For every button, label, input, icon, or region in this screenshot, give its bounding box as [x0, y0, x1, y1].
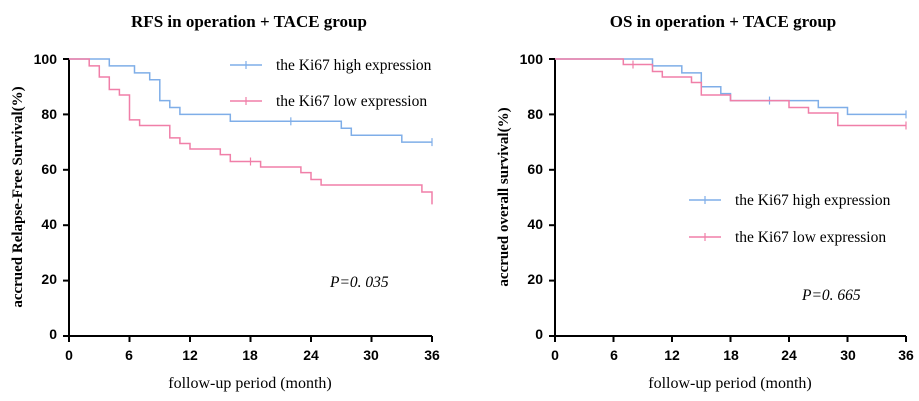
rfs-legend-low-label: the Ki67 low expression [276, 93, 427, 110]
rfs-curve-low [69, 58, 433, 205]
os-xtick-24: 24 [781, 347, 797, 363]
rfs-ytick-40: 40 [41, 216, 57, 232]
os-ylabel: accrued overall survival(%) [496, 107, 512, 286]
os-plot [549, 58, 907, 342]
rfs-xtick-0: 0 [65, 347, 73, 363]
os-xtick-0: 0 [551, 347, 559, 363]
rfs-curve-high [69, 58, 432, 143]
rfs-title: RFS in operation + TACE group [131, 12, 367, 31]
os-ytick-0: 0 [535, 326, 543, 342]
rfs-xtick-6: 6 [125, 347, 133, 363]
os-xtick-30: 30 [840, 347, 856, 363]
os-curve-high [555, 58, 906, 116]
rfs-p-value: P=0. 035 [329, 274, 389, 291]
os-ytick-60: 60 [527, 161, 543, 177]
rfs-xtick-24: 24 [303, 347, 319, 363]
os-xtick-6: 6 [610, 347, 618, 363]
rfs-plot [63, 58, 433, 342]
os-legend-high-label: the Ki67 high expression [735, 192, 891, 209]
rfs-xtick-18: 18 [242, 347, 258, 363]
os-p-value: P=0. 665 [801, 287, 861, 304]
os-xtick-12: 12 [664, 347, 680, 363]
os-xtick-36: 36 [898, 347, 914, 363]
rfs-legend-high-label: the Ki67 high expression [276, 57, 432, 74]
rfs-y-ticklabels: 100 80 60 40 20 0 [34, 51, 58, 342]
rfs-ytick-0: 0 [49, 326, 57, 342]
os-panel: OS in operation + TACE group 100 80 60 4… [496, 12, 914, 392]
rfs-x-ticklabels: 0 6 12 18 24 30 36 [65, 347, 440, 363]
rfs-xtick-30: 30 [363, 347, 379, 363]
os-title: OS in operation + TACE group [610, 12, 837, 31]
rfs-xtick-12: 12 [182, 347, 198, 363]
os-xlabel: follow-up period (month) [648, 375, 812, 392]
os-legend-low-label: the Ki67 low expression [735, 229, 886, 246]
os-legend: the Ki67 high expression the Ki67 low ex… [689, 192, 891, 246]
os-curve-low [555, 58, 906, 127]
os-ytick-80: 80 [527, 106, 543, 122]
os-x-ticklabels: 0 6 12 18 24 30 36 [551, 347, 914, 363]
os-y-ticklabels: 100 80 60 40 20 0 [520, 51, 544, 342]
rfs-xlabel: follow-up period (month) [168, 375, 332, 392]
rfs-ylabel: accrued Relapse-Free Survival(%) [10, 86, 26, 307]
os-ytick-40: 40 [527, 216, 543, 232]
chart-marks [63, 58, 907, 342]
rfs-ytick-20: 20 [41, 271, 57, 287]
os-xtick-18: 18 [723, 347, 739, 363]
rfs-legend: the Ki67 high expression the Ki67 low ex… [230, 57, 432, 110]
rfs-panel: RFS in operation + TACE group 100 80 60 … [10, 12, 440, 392]
rfs-xtick-36: 36 [424, 347, 440, 363]
rfs-ytick-80: 80 [41, 106, 57, 122]
os-ytick-100: 100 [520, 51, 544, 67]
rfs-ytick-100: 100 [34, 51, 58, 67]
os-ytick-20: 20 [527, 271, 543, 287]
rfs-ytick-60: 60 [41, 161, 57, 177]
